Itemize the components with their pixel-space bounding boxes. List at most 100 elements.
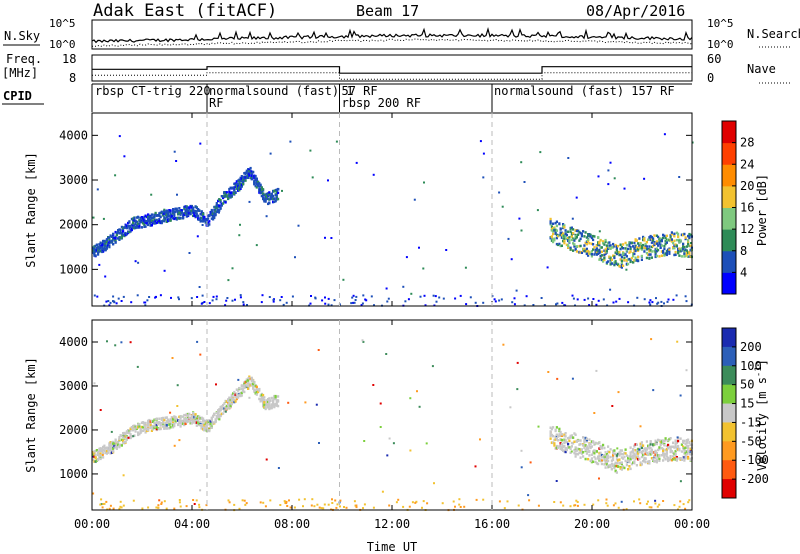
echo-cell	[567, 157, 570, 159]
echo-cell	[673, 235, 676, 238]
colorbar-cell	[722, 185, 736, 208]
echo-cell	[108, 442, 111, 445]
echo-cell	[675, 231, 678, 235]
echo-cell	[687, 455, 690, 459]
colorbar-cell	[722, 121, 736, 144]
echo-cell	[233, 398, 236, 402]
echo-cell	[133, 219, 136, 222]
echo-cell	[190, 297, 193, 300]
echo-cell	[688, 499, 691, 502]
echo-cell	[554, 228, 557, 232]
echo-cell	[133, 427, 136, 431]
echo-cell	[355, 161, 358, 164]
echo-cell	[609, 260, 612, 264]
echo-cell	[628, 251, 631, 254]
echo-cell	[230, 397, 233, 400]
echo-cell	[579, 456, 582, 459]
echo-cell	[208, 302, 211, 305]
echo-cell	[687, 240, 690, 244]
echo-cell	[549, 236, 552, 240]
echo-cell	[134, 260, 137, 263]
echo-cell	[207, 224, 210, 227]
echo-cell	[227, 398, 230, 401]
echo-cell	[573, 440, 576, 443]
echo-cell	[607, 183, 610, 186]
echo-cell	[675, 441, 678, 445]
echo-cell	[155, 421, 158, 425]
echo-cell	[240, 175, 243, 178]
echo-cell	[663, 455, 666, 458]
echo-cell	[190, 418, 193, 421]
echo-cell	[262, 192, 265, 195]
echo-cell	[563, 434, 566, 438]
echo-cell	[122, 226, 125, 230]
echo-cell	[629, 467, 632, 471]
echo-cell	[558, 429, 561, 433]
echo-cell	[104, 248, 107, 251]
echo-cell	[595, 249, 598, 252]
date-title: 08/Apr/2016	[586, 2, 685, 20]
echo-cell	[178, 422, 181, 425]
echo-cell	[100, 249, 103, 252]
echo-cell	[584, 241, 587, 245]
echo-cell	[255, 391, 258, 394]
echo-cell	[638, 450, 641, 454]
velocity-ylabel: Slant Range [km]	[24, 357, 38, 473]
echo-cell	[108, 447, 111, 450]
echo-cell	[120, 434, 123, 438]
echo-cell	[199, 216, 202, 220]
echo-cell	[600, 254, 603, 257]
echo-cell	[640, 451, 643, 455]
power-colorbar-label: Power [dB]	[755, 174, 769, 246]
echo-cell	[184, 205, 187, 208]
echo-cell	[573, 243, 576, 246]
echo-cell	[563, 237, 566, 240]
echo-cell	[117, 237, 120, 240]
echo-cell	[617, 465, 620, 468]
echo-cell	[164, 416, 167, 420]
echo-cell	[650, 452, 653, 455]
echo-cell	[154, 222, 157, 225]
echo-cell	[144, 431, 147, 434]
echo-cell	[645, 240, 648, 244]
echo-cell	[112, 237, 115, 240]
echo-cell	[602, 454, 605, 458]
echo-cell	[659, 240, 662, 243]
echo-cell	[128, 430, 131, 433]
echo-cell	[228, 187, 231, 191]
echo-cell	[245, 171, 248, 174]
echo-cell	[242, 178, 245, 182]
echo-cell	[658, 255, 661, 258]
echo-cell	[647, 500, 649, 503]
echo-cell	[145, 222, 148, 225]
colorbar-cell	[722, 479, 736, 499]
echo-cell	[664, 242, 667, 246]
echo-cell	[257, 182, 260, 186]
echo-cell	[558, 242, 561, 246]
echo-cell	[165, 507, 168, 510]
echo-cell	[639, 247, 642, 250]
echo-cell	[218, 209, 221, 212]
echo-cell	[677, 444, 680, 448]
echo-cell	[609, 455, 612, 459]
echo-cell	[634, 249, 637, 253]
echo-cell	[257, 184, 260, 187]
echo-cell	[184, 418, 187, 422]
echo-cell	[118, 445, 121, 449]
echo-cell	[587, 457, 590, 461]
echo-cell	[594, 449, 597, 453]
echo-cell	[194, 214, 197, 218]
echo-cell	[670, 445, 673, 448]
echo-cell	[552, 434, 555, 438]
echo-cell	[163, 212, 166, 215]
echo-cell	[687, 234, 690, 238]
echo-cell	[632, 245, 635, 248]
echo-cell	[203, 216, 206, 219]
echo-cell	[129, 427, 132, 431]
echo-cell	[164, 425, 167, 428]
echo-cell	[649, 253, 652, 256]
echo-cell	[634, 457, 637, 461]
echo-cell	[118, 232, 121, 235]
echo-cell	[242, 176, 245, 179]
echo-cell	[204, 422, 207, 425]
